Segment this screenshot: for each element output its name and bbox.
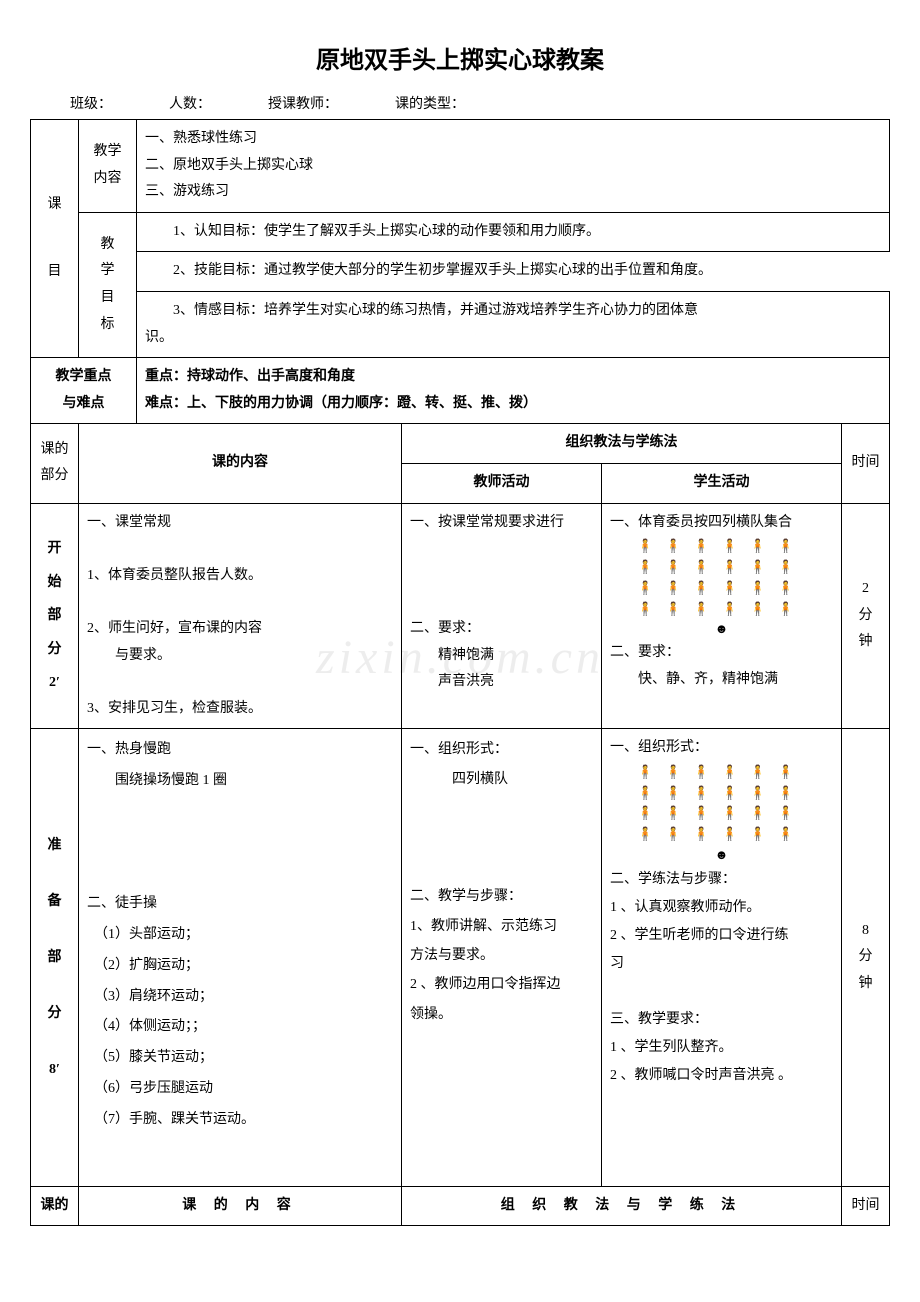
start-content: 一、课堂常规 1、体育委员整队报告人数。 2、师生问好，宣布课的内容 与要求。 …	[79, 503, 402, 729]
person-icon: 🧍🧍🧍🧍🧍🧍	[637, 764, 806, 779]
start-teacher: 一、按课堂常规要求进行 二、要求： 精神饱满 声音洪亮	[402, 503, 602, 729]
key-content: 重点：持球动作、出手高度和角度 难点：上、下肢的用力协调（用力顺序：蹬、转、挺、…	[137, 358, 890, 424]
start-part-label: 开 始 部 分 2′	[31, 503, 79, 729]
lesson-plan-table: 课 目 教学 内容 一、熟悉球性练习 二、原地双手头上掷实心球 三、游戏练习 教…	[30, 119, 890, 1226]
teach-obj-label: 教 学 目 标	[79, 212, 137, 357]
footer-part: 课的	[31, 1186, 79, 1226]
formation-1: 🧍🧍🧍🧍🧍🧍 🧍🧍🧍🧍🧍🧍 🧍🧍🧍🧍🧍🧍 🧍🧍🧍🧍🧍🧍 ☻	[610, 536, 833, 640]
key-point: 重点：持球动作、出手高度和角度	[145, 364, 881, 391]
col-teacher: 教师活动	[402, 463, 602, 503]
person-icon: 🧍🧍🧍🧍🧍🧍	[637, 826, 806, 841]
key-label-1: 教学重点	[39, 364, 128, 391]
col-method: 组织教法与学练法	[402, 424, 842, 464]
prep-student-2: 二、学练法与步骤： 1 、认真观察教师动作。 2 、学生听老师的口令进行练 习 …	[610, 866, 833, 1090]
teach-content-label: 教学 内容	[79, 120, 137, 213]
count-label: 人数：	[169, 97, 211, 112]
footer-time: 时间	[842, 1186, 890, 1226]
meta-line: 班级： 人数： 授课教师： 课的类型：	[70, 93, 890, 113]
prep-content: 一、热身慢跑 围绕操场慢跑 1 圈 二、徒手操 （1）头部运动； （2）扩胸运动…	[79, 729, 402, 1187]
footer-content: 课 的 内 容	[79, 1186, 402, 1226]
person-icon: 🧍🧍🧍🧍🧍🧍	[637, 785, 806, 800]
dot-icon: ☻	[715, 621, 729, 636]
person-icon: 🧍🧍🧍🧍🧍🧍	[637, 805, 806, 820]
dot-icon: ☻	[715, 847, 729, 862]
person-icon: 🧍🧍🧍🧍🧍🧍	[637, 559, 806, 574]
footer-method: 组 织 教 法 与 学 练 法	[402, 1186, 842, 1226]
course-objective-label: 课 目	[48, 197, 62, 279]
page-title: 原地双手头上掷实心球教案	[30, 40, 890, 75]
key-difficulty: 难点：上、下肢的用力协调（用力顺序：蹬、转、挺、推、拨）	[145, 391, 881, 418]
objective-3a: 3、情感目标：培养学生对实心球的练习热情，并通过游戏培养学生齐心协力的团体意	[145, 298, 881, 325]
objective-3: 3、情感目标：培养学生对实心球的练习热情，并通过游戏培养学生齐心协力的团体意 识…	[137, 291, 890, 357]
start-student: 一、体育委员按四列横队集合 🧍🧍🧍🧍🧍🧍 🧍🧍🧍🧍🧍🧍 🧍🧍🧍🧍🧍🧍 🧍🧍🧍🧍🧍…	[602, 503, 842, 729]
type-label: 课的类型：	[395, 97, 465, 112]
person-icon: 🧍🧍🧍🧍🧍🧍	[637, 601, 806, 616]
key-label: 教学重点 与难点	[31, 358, 137, 424]
prep-part-label: 准 备 部 分 8′	[31, 729, 79, 1187]
start-time: 2 分 钟	[842, 503, 890, 729]
person-icon: 🧍🧍🧍🧍🧍🧍	[637, 538, 806, 553]
course-objective-cell: 课 目	[31, 120, 79, 358]
prep-teacher: 一、组织形式： 四列横队 二、教学与步骤： 1、教师讲解、示范练习 方法与要求。…	[402, 729, 602, 1187]
person-icon: 🧍🧍🧍🧍🧍🧍	[637, 580, 806, 595]
col-time: 时间	[842, 424, 890, 503]
teach-content: 一、熟悉球性练习 二、原地双手头上掷实心球 三、游戏练习	[137, 120, 890, 213]
col-student: 学生活动	[602, 463, 842, 503]
objective-2: 2、技能目标：通过教学使大部分的学生初步掌握双手头上掷实心球的出手位置和角度。	[137, 252, 890, 292]
start-student-2: 二、要求： 快、静、齐，精神饱满	[610, 640, 833, 693]
formation-2: 🧍🧍🧍🧍🧍🧍 🧍🧍🧍🧍🧍🧍 🧍🧍🧍🧍🧍🧍 🧍🧍🧍🧍🧍🧍 ☻	[610, 762, 833, 866]
prep-student: 一、组织形式： 🧍🧍🧍🧍🧍🧍 🧍🧍🧍🧍🧍🧍 🧍🧍🧍🧍🧍🧍 🧍🧍🧍🧍🧍🧍 ☻ 二、…	[602, 729, 842, 1187]
objective-1: 1、认知目标：使学生了解双手头上掷实心球的动作要领和用力顺序。	[137, 212, 890, 252]
class-label: 班级：	[70, 97, 112, 112]
col-part: 课的 部分	[31, 424, 79, 503]
prep-time: 8 分 钟	[842, 729, 890, 1187]
key-label-2: 与难点	[39, 391, 128, 418]
col-content: 课的内容	[79, 424, 402, 503]
objective-3b: 识。	[145, 325, 881, 352]
teacher-label: 授课教师：	[268, 97, 338, 112]
start-student-1: 一、体育委员按四列横队集合	[610, 510, 833, 537]
prep-student-1: 一、组织形式：	[610, 735, 833, 762]
